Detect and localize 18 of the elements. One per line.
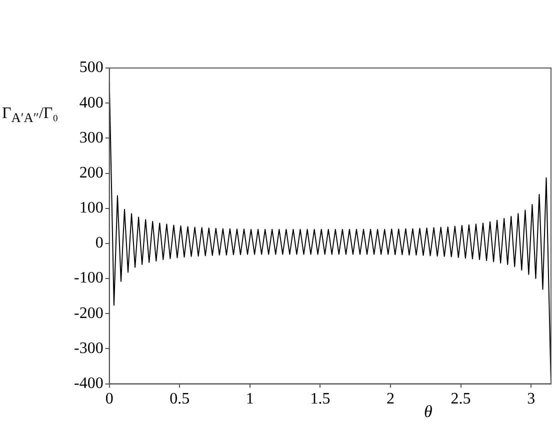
y-tick-label: 100 (79, 200, 104, 217)
y-tick-label: -100 (74, 270, 104, 287)
y-tick-label: 500 (79, 59, 104, 76)
x-tick-label: 2 (386, 390, 395, 408)
x-tick-label: 0.5 (170, 390, 190, 408)
y-tick-label: -200 (74, 304, 104, 322)
x-tick-label: 1.5 (310, 390, 330, 408)
x-tick-label: 3 (527, 390, 536, 408)
x-axis-title: θ (424, 402, 432, 422)
y-tick-label: -400 (74, 375, 104, 392)
y-tick-label: 300 (79, 129, 104, 146)
x-tick-label: 2.5 (450, 390, 471, 408)
y-tick-label: -300 (74, 340, 104, 357)
y-tick-label: 400 (79, 94, 104, 112)
y-tick-label: 0 (95, 234, 104, 252)
x-tick-label: 1 (246, 390, 254, 408)
y-axis-title: Γ$_{A′A″}$/Γ₀ (2, 104, 58, 128)
y-tick-label: 200 (79, 164, 104, 182)
